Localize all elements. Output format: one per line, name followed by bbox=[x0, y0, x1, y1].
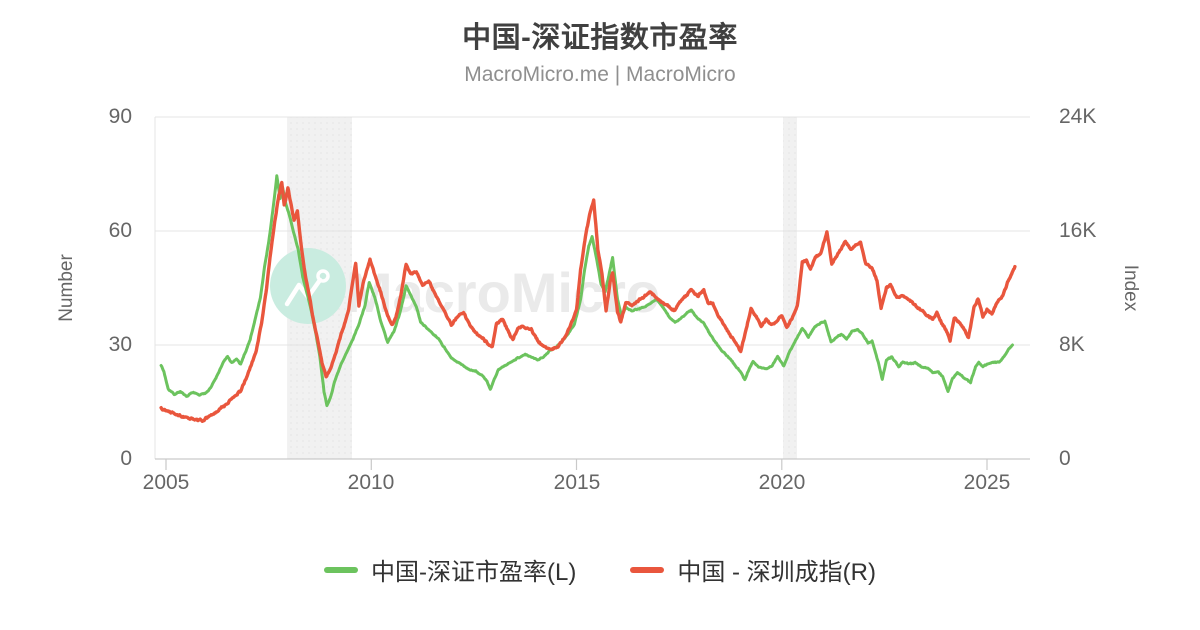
series-lines bbox=[159, 174, 1017, 423]
left-axis-label: Number bbox=[56, 254, 77, 322]
pe-line-swatch bbox=[324, 566, 358, 573]
line-chart-icon-dot bbox=[316, 269, 330, 283]
right-axis-tick-8k: 8K bbox=[1059, 333, 1085, 356]
right-axis-tick-24k: 24K bbox=[1059, 105, 1097, 128]
right-axis-tick-16k: 16K bbox=[1059, 219, 1097, 242]
x-axis-tick-2025: 2025 bbox=[963, 471, 1011, 494]
left-axis-tick-30: 30 bbox=[108, 333, 132, 356]
left-axis-tick-60: 60 bbox=[108, 219, 132, 242]
left-axis-tick-0: 0 bbox=[120, 447, 132, 470]
legend: 中国-深证市盈率(L) 中国 - 深圳成指(R) bbox=[0, 552, 1200, 587]
pe-line-label: 中国-深证市盈率(L) bbox=[371, 559, 577, 586]
legend-item-pe[interactable]: 中国-深证市盈率(L) bbox=[324, 552, 576, 587]
index-line-swatch bbox=[630, 566, 665, 573]
x-axis-tick-2015: 2015 bbox=[553, 471, 601, 494]
line-chart-icon bbox=[284, 277, 323, 307]
index-line-label: 中国 - 深圳成指(R) bbox=[677, 559, 876, 586]
x-axis-tick-2010: 2010 bbox=[347, 471, 395, 494]
grid-and-axes bbox=[154, 116, 1030, 470]
chart-subtitle: MacroMicro.me | MacroMicro bbox=[464, 63, 736, 86]
left-axis-tick-90: 90 bbox=[108, 105, 132, 128]
right-axis-label: Index bbox=[1120, 264, 1141, 312]
legend-item-index[interactable]: 中国 - 深圳成指(R) bbox=[630, 552, 876, 587]
page-title: 中国-深证指数市盈率 bbox=[462, 22, 738, 54]
right-axis-tick-0: 0 bbox=[1059, 447, 1071, 470]
x-axis-tick-2020: 2020 bbox=[758, 471, 806, 494]
x-axis-tick-2005: 2005 bbox=[142, 471, 190, 494]
